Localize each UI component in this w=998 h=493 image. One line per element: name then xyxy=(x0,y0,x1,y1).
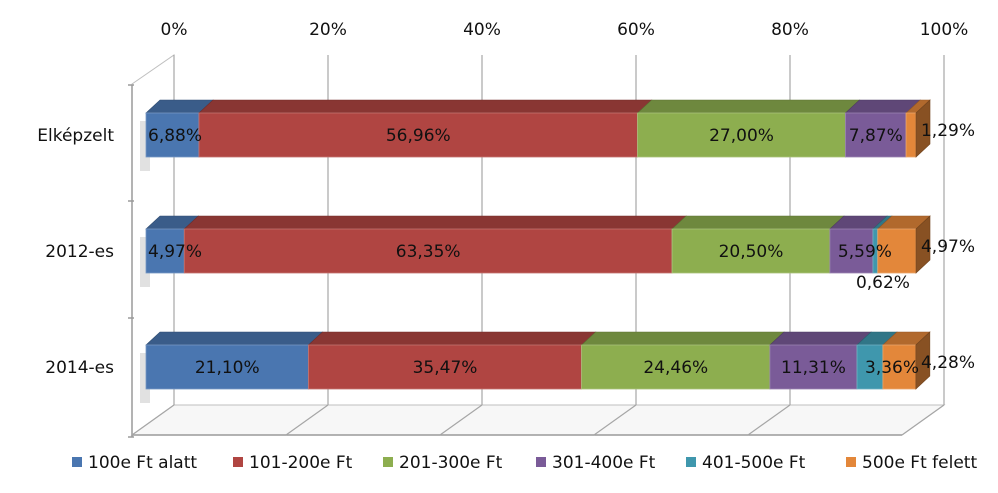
bar-segment xyxy=(671,228,831,274)
bar-shadow xyxy=(140,353,150,403)
legend-item: 201-300e Ft xyxy=(383,453,503,473)
data-label: 3,36% xyxy=(865,358,919,378)
legend-item: 100e Ft alatt xyxy=(72,453,197,473)
floor xyxy=(130,404,946,436)
legend: 100e Ft alatt 101-200e Ft 201-300e Ft 301-4… xyxy=(72,453,977,473)
bars xyxy=(140,99,931,403)
bar-segment xyxy=(198,112,638,158)
data-label: 1,29% xyxy=(921,121,975,141)
bar-end-face xyxy=(915,99,931,158)
bar-segment xyxy=(145,112,200,158)
bar-segment xyxy=(308,344,582,390)
bar-top-face xyxy=(183,215,687,230)
bar-segment xyxy=(877,228,917,274)
data-label: 0,62% xyxy=(856,273,910,293)
data-label: 7,87% xyxy=(849,126,903,146)
legend-swatch xyxy=(383,457,393,467)
floor-gridline xyxy=(901,404,945,436)
legend-label: 101-200e Ft xyxy=(249,453,353,473)
x-tick-label: 40% xyxy=(463,20,501,40)
data-label: 21,10% xyxy=(195,358,260,378)
bar-segment xyxy=(183,228,673,274)
data-label: 35,47% xyxy=(413,358,478,378)
data-label: 4,97% xyxy=(148,242,202,262)
data-label: 20,50% xyxy=(719,242,784,262)
bar-shadow xyxy=(140,121,150,171)
data-label: 63,35% xyxy=(396,242,461,262)
floor-gridline xyxy=(285,404,329,436)
x-tick-label: 100% xyxy=(920,20,969,40)
legend-swatch xyxy=(686,457,696,467)
legend-label: 401-500e Ft xyxy=(702,453,806,473)
bar-top-face xyxy=(198,99,653,114)
bar-segment xyxy=(581,344,771,390)
data-label: 4,28% xyxy=(921,353,975,373)
bar-segment xyxy=(856,344,884,390)
bar-shadow xyxy=(140,237,150,287)
data-label: 56,96% xyxy=(386,126,451,146)
bar-segment xyxy=(145,228,185,274)
legend-swatch xyxy=(536,457,546,467)
data-labels: 6,88% 56,96% 27,00% 7,87% 1,29% 4,97% 63,35% 20… xyxy=(148,121,975,378)
legend-swatch xyxy=(846,457,856,467)
category-label: 2014-es xyxy=(45,358,114,378)
bar-top-face xyxy=(636,99,861,114)
legend-item: 401-500e Ft xyxy=(686,453,806,473)
category-labels: Elképzelt 2012-es 2014-es xyxy=(37,126,114,378)
bar-segment xyxy=(145,344,309,390)
x-tick-label: 80% xyxy=(771,20,809,40)
bar-top-face xyxy=(671,215,845,230)
x-axis-ticks: 0% 20% 40% 60% 80% 100% xyxy=(161,20,969,40)
data-label: 5,59% xyxy=(838,242,892,262)
floor-gridline xyxy=(131,404,175,436)
data-label: 11,31% xyxy=(781,358,846,378)
legend-label: 500e Ft felett xyxy=(862,453,977,473)
bar-segment xyxy=(769,344,858,390)
x-tick-label: 0% xyxy=(161,20,188,40)
legend-label: 301-400e Ft xyxy=(552,453,656,473)
legend-item: 500e Ft felett xyxy=(846,453,977,473)
bar-top-face xyxy=(145,331,324,346)
data-label: 24,46% xyxy=(643,358,708,378)
floor-gridline xyxy=(593,404,637,436)
legend-item: 101-200e Ft xyxy=(233,453,353,473)
legend-label: 100e Ft alatt xyxy=(88,453,197,473)
category-label: 2012-es xyxy=(45,242,114,262)
bar-end-face xyxy=(915,331,931,390)
x-tick-label: 60% xyxy=(617,20,655,40)
legend-label: 201-300e Ft xyxy=(399,453,503,473)
legend-swatch xyxy=(233,457,243,467)
floor-gridline xyxy=(747,404,791,436)
floor-gridline xyxy=(439,404,483,436)
bar-end-face xyxy=(915,215,931,274)
x-tick-label: 20% xyxy=(309,20,347,40)
bar-segment xyxy=(845,112,907,158)
bar-segment xyxy=(637,112,846,158)
data-label: 27,00% xyxy=(709,126,774,146)
bar-segment xyxy=(829,228,874,274)
bar-top-face xyxy=(769,331,872,346)
legend-item: 301-400e Ft xyxy=(536,453,656,473)
data-label: 4,97% xyxy=(921,237,975,257)
category-label: Elképzelt xyxy=(37,126,114,146)
bar-segment xyxy=(905,112,917,158)
bar-top-face xyxy=(580,331,785,346)
legend-swatch xyxy=(72,457,82,467)
bar-top-face xyxy=(307,331,597,346)
data-label: 6,88% xyxy=(148,126,202,146)
